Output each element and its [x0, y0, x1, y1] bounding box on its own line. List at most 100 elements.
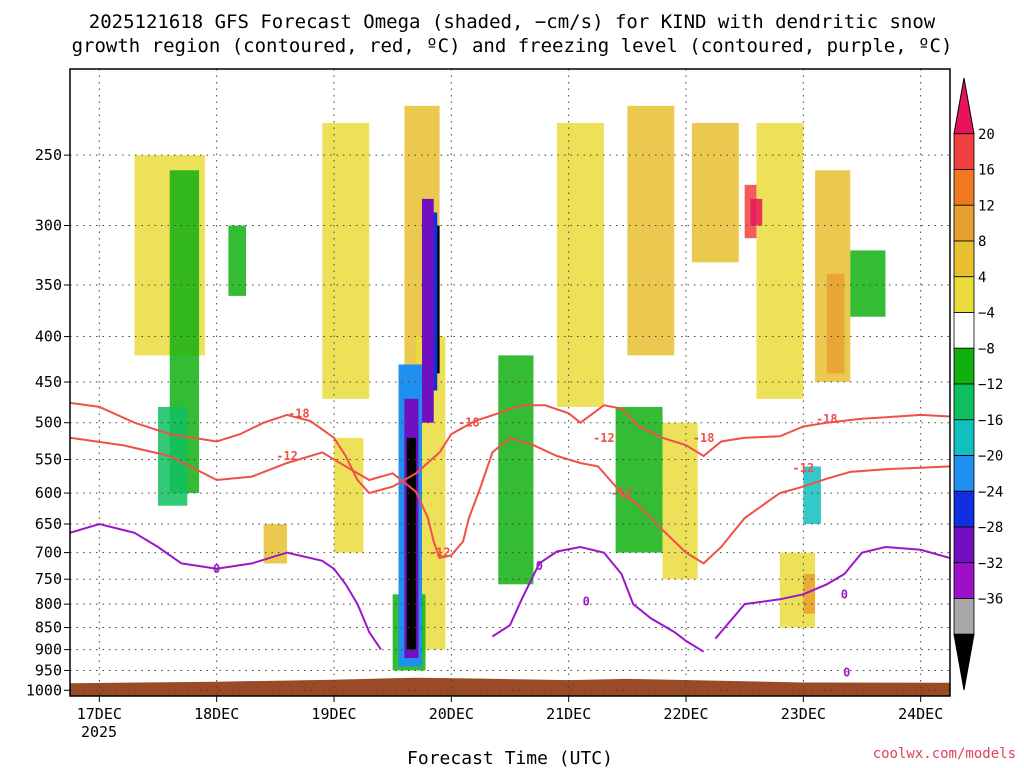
contour-line-4 [714, 545, 950, 640]
x-tick-label: 17DEC [77, 705, 122, 723]
colorbar-swatch-5 [953, 276, 975, 313]
contour-line-0 [70, 401, 950, 495]
colorbar-swatch-8 [953, 383, 975, 421]
x-tick-label: 18DEC [194, 705, 239, 723]
y-tick-label: 850 [35, 619, 62, 637]
contour-line-2 [70, 522, 382, 651]
omega-shade-22 [158, 406, 188, 506]
x-tick-label: 19DEC [311, 705, 356, 723]
contour-line-1 [70, 436, 950, 565]
x-tick-label: 23DEC [781, 705, 826, 723]
temperature-contours [70, 401, 950, 653]
y-tick-label: 300 [35, 217, 62, 235]
x-tick-label: 20DEC [429, 705, 474, 723]
colorbar-swatch-3 [953, 204, 975, 242]
x-tick-year: 2025 [81, 723, 117, 741]
x-tick-label: 21DEC [546, 705, 591, 723]
y-tick-label: 550 [35, 450, 62, 468]
contour-label-purple: 0 [843, 665, 850, 679]
y-tick-label: 800 [35, 595, 62, 613]
site-credit: coolwx.com/models [873, 746, 1016, 762]
contour-label-purple: 0 [213, 562, 220, 576]
colorbar-tick-label: 16 [978, 163, 995, 179]
contour-label-red: -12 [276, 449, 298, 463]
colorbar-tick-label: −32 [978, 556, 1003, 572]
colorbar-swatch-12 [953, 526, 975, 564]
colorbar-tick-label: −36 [978, 592, 1003, 608]
colorbar-tick-label: 4 [978, 270, 986, 286]
colorbar-tick-label: −12 [978, 377, 1003, 393]
contour-label-red: -12 [792, 461, 814, 475]
colorbar-arrow-bottom [953, 633, 975, 691]
colorbar-arrow-top [953, 77, 975, 135]
colorbar-swatch-1 [953, 133, 975, 170]
colorbar-tick-label: 12 [978, 198, 995, 214]
y-tick-label: 650 [35, 515, 62, 533]
colorbar-swatch-7 [953, 347, 975, 385]
contour-label-purple: 0 [583, 595, 590, 609]
contour-line-3 [491, 545, 705, 653]
y-tick-label: 500 [35, 414, 62, 432]
y-tick-label: 900 [35, 641, 62, 659]
omega-shade-10 [750, 198, 763, 226]
x-axis-label: Forecast Time (UTC) [407, 748, 613, 768]
colorbar-tick-label: −8 [978, 341, 995, 357]
omega-shade-14 [615, 406, 663, 553]
contour-label-red: -18 [288, 406, 310, 420]
contour-labels: -18 -12 -18 -18 -18 -12 -12 -12 -12 0 0 0 0 0 [213, 406, 850, 679]
y-tick-label: 950 [35, 661, 62, 679]
colorbar-tick-label: −28 [978, 520, 1003, 536]
colorbar-swatch-9 [953, 419, 975, 456]
colorbar-swatch-13 [953, 562, 975, 599]
omega-shading [134, 105, 886, 671]
y-tick-label: 1000 [26, 681, 62, 699]
contour-label-red: -12 [593, 431, 615, 445]
contour-label-purple: 0 [536, 559, 543, 573]
chart-title-line1: 2025121618 GFS Forecast Omega (shaded, −… [89, 11, 936, 33]
colorbar-swatch-11 [953, 490, 975, 528]
contour-label-red: -12 [429, 546, 451, 560]
omega-shade-13 [498, 355, 534, 585]
colorbar-swatch-6 [953, 312, 975, 349]
omega-shade-5 [691, 122, 739, 263]
omega-shade-6 [756, 122, 804, 399]
x-axis-ticks: 17DEC 18DEC 19DEC 20DEC 21DEC 22DEC 23DEC 24DEC [77, 696, 943, 723]
y-tick-label: 400 [35, 328, 62, 346]
omega-shade-24 [334, 437, 364, 553]
omega-shade-4 [627, 105, 675, 356]
x-tick-label: 22DEC [663, 705, 708, 723]
omega-shade-12 [228, 225, 246, 296]
omega-strong-2 [406, 437, 417, 650]
ground-fill [70, 677, 950, 696]
colorbar: 20 16 12 8 4 −4 −8 −12 −16 −20 −24 −28 −32 −36 [953, 77, 1003, 691]
colorbar-swatch-14 [953, 598, 975, 635]
omega-shade-25 [263, 523, 288, 564]
contour-label-purple: 0 [841, 587, 848, 601]
ground-surface [70, 677, 950, 696]
colorbar-swatch-10 [953, 455, 975, 492]
grid-lines [70, 69, 950, 696]
chart-title-line2: growth region (contoured, red, ºC) and f… [72, 35, 953, 57]
omega-strong-5 [422, 198, 434, 423]
omega-shade-15 [850, 250, 886, 317]
y-tick-label: 450 [35, 373, 62, 391]
colorbar-tick-label: 8 [978, 234, 986, 250]
omega-shade-23 [803, 466, 821, 524]
omega-shade-3 [556, 122, 604, 407]
colorbar-tick-label: −4 [978, 306, 995, 322]
contour-label-red: -12 [611, 486, 633, 500]
colorbar-tick-label: −16 [978, 413, 1003, 429]
omega-shade-8 [826, 273, 845, 374]
contour-label-red: -18 [693, 431, 715, 445]
colorbar-tick-label: −24 [978, 484, 1003, 500]
y-tick-label: 600 [35, 484, 62, 502]
contour-label-red: -18 [816, 412, 838, 426]
x-tick-label: 24DEC [898, 705, 943, 723]
colorbar-swatch-2 [953, 169, 975, 206]
colorbar-swatch-4 [953, 240, 975, 278]
y-tick-label: 700 [35, 544, 62, 562]
colorbar-tick-label: 20 [978, 127, 995, 143]
y-axis-ticks: 250 300 350 400 450 500 550 600 650 700 750 800 850 9… [26, 146, 70, 699]
y-tick-label: 350 [35, 276, 62, 294]
